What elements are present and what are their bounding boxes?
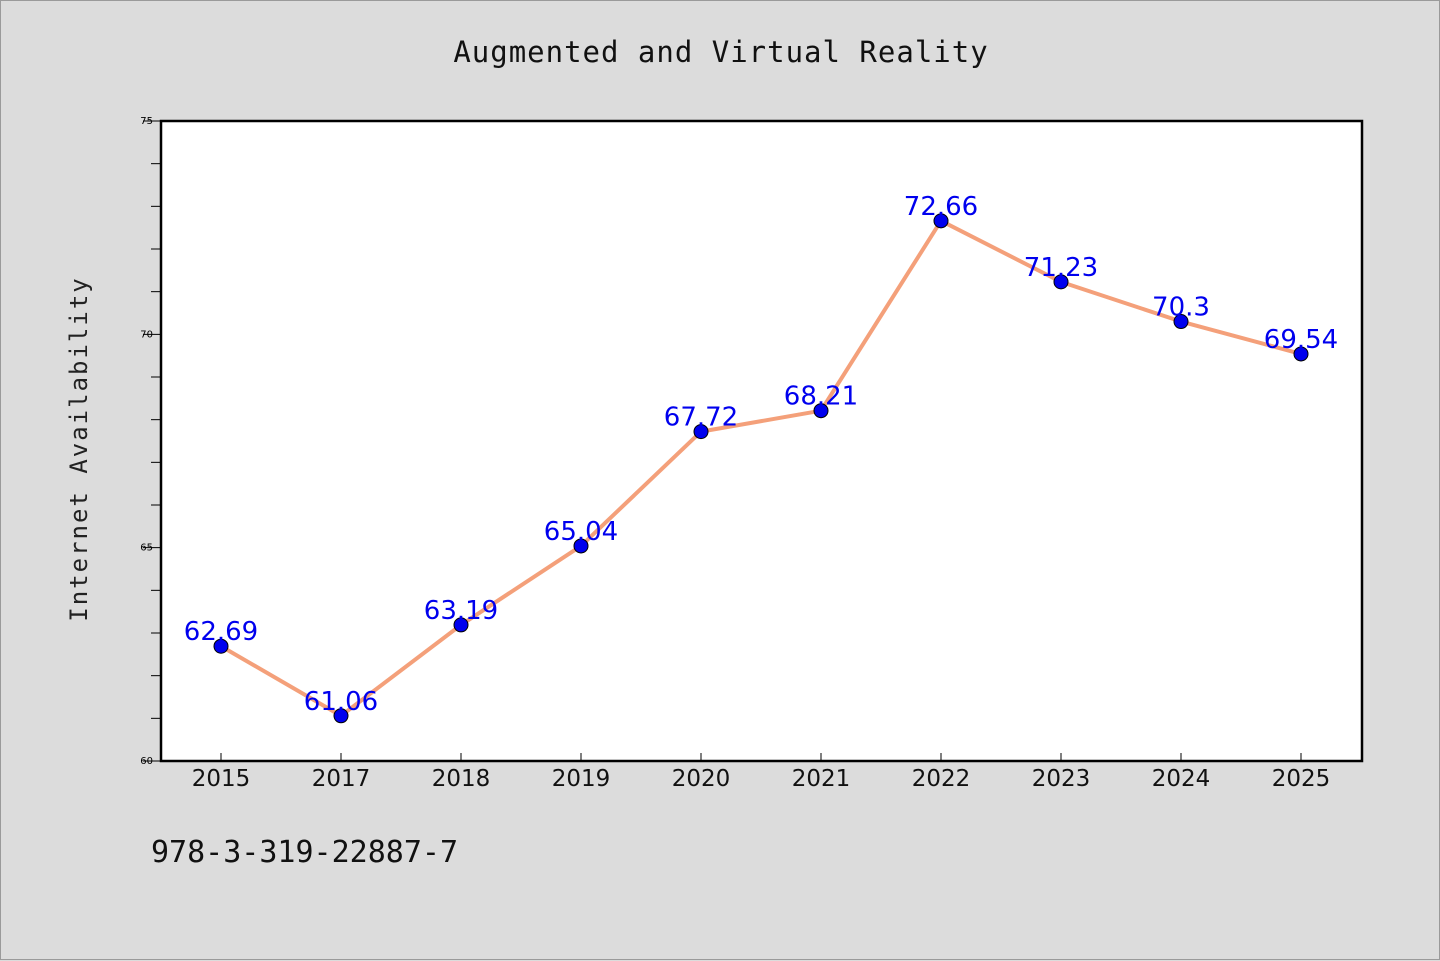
x-tick-label: 2022 (912, 766, 971, 792)
data-label: 68.21 (784, 382, 858, 412)
data-label: 63.19 (424, 596, 498, 626)
data-point (573, 538, 589, 554)
y-tick-label: 65 (140, 543, 153, 554)
data-point (453, 617, 469, 633)
data-label: 71.23 (1024, 253, 1098, 283)
data-points (213, 213, 1309, 724)
x-tick-label: 2015 (192, 766, 251, 792)
y-tick-label: 60 (140, 756, 153, 767)
x-tick-label: 2023 (1032, 766, 1091, 792)
y-axis-ticks: 60 65 70 75 (140, 116, 161, 767)
chart-title: Augmented and Virtual Reality (453, 35, 989, 69)
data-label: 70.3 (1152, 293, 1210, 323)
data-label: 65.04 (544, 517, 618, 547)
x-axis-ticks: 2015 2017 2018 2019 2020 2021 2022 2023 2024 2025 (192, 753, 1331, 792)
x-tick-label: 2019 (552, 766, 611, 792)
y-tick-label: 70 (140, 329, 153, 340)
data-point (333, 708, 349, 724)
data-point (1173, 314, 1189, 330)
footer-isbn: 978-3-319-22887-7 (151, 835, 459, 870)
data-point (1293, 346, 1309, 362)
data-point (933, 213, 949, 229)
x-tick-label: 2020 (672, 766, 731, 792)
x-tick-label: 2025 (1272, 766, 1331, 792)
data-label: 72.66 (904, 192, 978, 222)
data-label: 69.54 (1264, 325, 1338, 355)
series-line (219, 218, 1302, 718)
plot-area (161, 121, 1362, 761)
x-tick-label: 2018 (432, 766, 491, 792)
data-label: 67.72 (664, 403, 738, 433)
x-tick-label: 2024 (1152, 766, 1211, 792)
series-line-group (219, 218, 1302, 718)
data-point (1053, 274, 1069, 290)
x-tick-label: 2017 (312, 766, 371, 792)
data-labels: 62.69 61.06 63.19 65.04 67.72 68.21 72.66 71.23… (184, 192, 1338, 717)
x-tick-label: 2021 (792, 766, 851, 792)
data-point (693, 424, 709, 440)
data-label: 62.69 (184, 617, 258, 647)
plot-frame (159, 119, 1364, 763)
y-tick-label: 75 (140, 116, 153, 127)
data-point (813, 403, 829, 419)
data-point (213, 638, 229, 654)
data-label: 61.06 (304, 687, 378, 717)
